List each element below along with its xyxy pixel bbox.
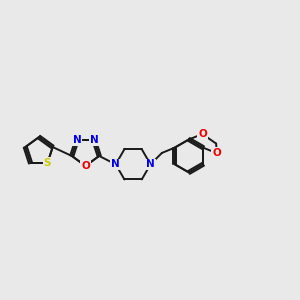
Text: O: O [212,148,221,158]
Text: S: S [44,158,51,168]
Text: N: N [90,135,98,145]
Text: N: N [73,135,81,145]
Text: O: O [81,161,90,171]
Text: O: O [198,129,207,139]
Text: N: N [146,159,155,169]
Text: N: N [111,159,120,169]
